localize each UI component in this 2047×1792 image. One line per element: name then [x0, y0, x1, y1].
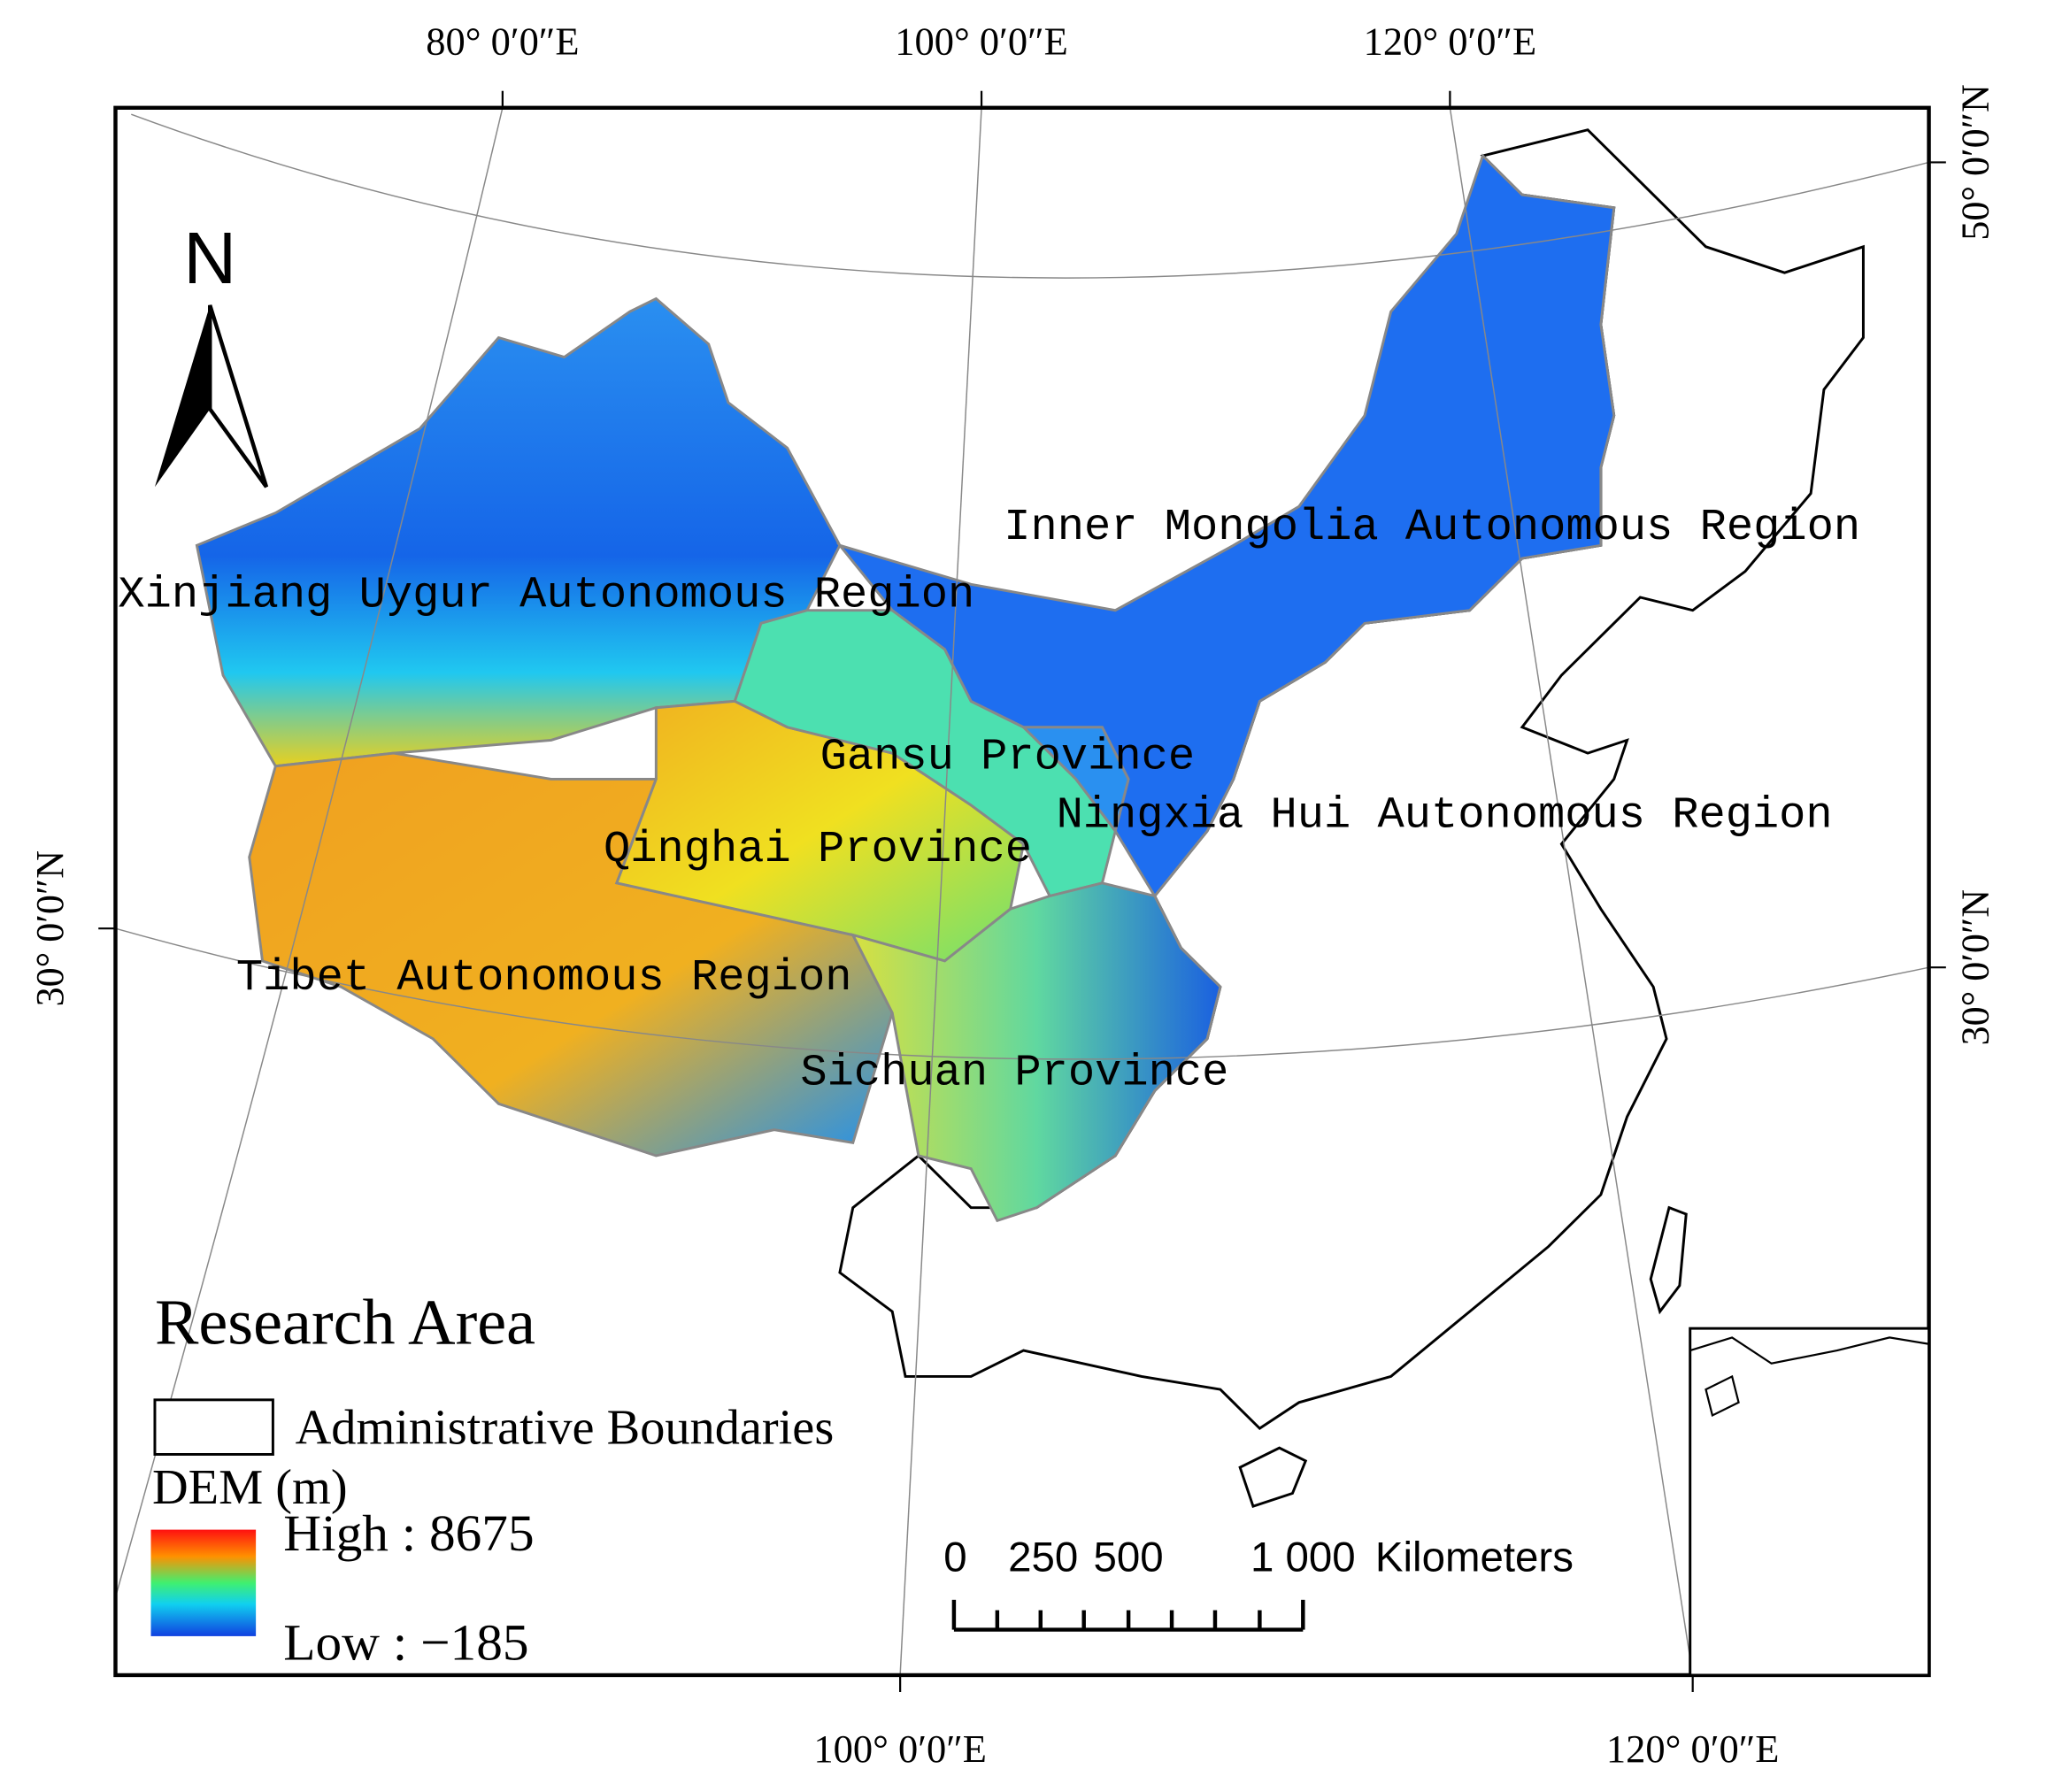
legend-boundary-swatch	[153, 1398, 274, 1456]
scale-label: 1 000	[1251, 1534, 1356, 1581]
region-xinjiang	[195, 296, 842, 768]
region-tibet	[248, 751, 894, 1157]
scale-label: 250	[1008, 1534, 1078, 1581]
legend-dem-ramp	[150, 1529, 257, 1636]
legend-title: Research Area	[155, 1286, 535, 1358]
region-labels: Inner Mongolia Autonomous Region Xinjian…	[118, 503, 1860, 1098]
north-arrow-right	[208, 304, 269, 488]
region-sichuan	[850, 881, 1222, 1223]
legend-dem-title: DEM (m)	[152, 1460, 348, 1515]
region-label: Xinjiang Uygur Autonomous Region	[118, 570, 974, 620]
region-label: Ningxia Hui Autonomous Region	[1057, 791, 1833, 842]
lon-label: 120° 0′0″E	[1606, 1727, 1780, 1771]
legend-boundary-label: Administrative Boundaries	[296, 1401, 835, 1456]
region-inner-mongolia	[835, 153, 1616, 899]
taiwan	[1649, 1205, 1688, 1315]
north-arrow-left	[154, 304, 211, 488]
region-label: Sichuan Province	[800, 1048, 1228, 1098]
lat-label: 30° 0′0″N	[1953, 889, 1997, 1045]
north-label: N	[183, 217, 236, 299]
scale-bar	[951, 1599, 1305, 1632]
region-label: Tibet Autonomous Region	[236, 953, 852, 1004]
map-frame	[113, 105, 1931, 1678]
lon-label: 120° 0′0″E	[1364, 20, 1537, 64]
scale-label: 0	[943, 1534, 966, 1581]
inset-coast	[1689, 1336, 1929, 1365]
lat-label: 30° 0′0″N	[28, 850, 72, 1006]
legend-high: High : 8675	[283, 1504, 534, 1562]
legend-low: Low : −185	[283, 1613, 528, 1672]
graticule-labels: 80° 0′0″E 100° 0′0″E 120° 0′0″E 100° 0′0…	[28, 20, 1997, 1771]
region-label: Gansu Province	[820, 733, 1195, 783]
lon-label: 100° 0′0″E	[813, 1727, 987, 1771]
scale-labels: 0 250 500 1 000 Kilometers	[943, 1534, 1574, 1581]
graticule-ticks	[98, 90, 1946, 1693]
region-label: Qinghai Province	[604, 825, 1032, 875]
hainan	[1238, 1446, 1308, 1509]
inset-island	[1705, 1374, 1740, 1418]
lat-label: 50° 0′0″N	[1953, 84, 1997, 240]
scale-label: 500	[1094, 1534, 1164, 1581]
scale-unit: Kilometers	[1375, 1534, 1574, 1581]
region-label: Inner Mongolia Autonomous Region	[1004, 503, 1860, 553]
lon-label: 80° 0′0″E	[426, 20, 579, 64]
lon-label: 100° 0′0″E	[895, 20, 1068, 64]
